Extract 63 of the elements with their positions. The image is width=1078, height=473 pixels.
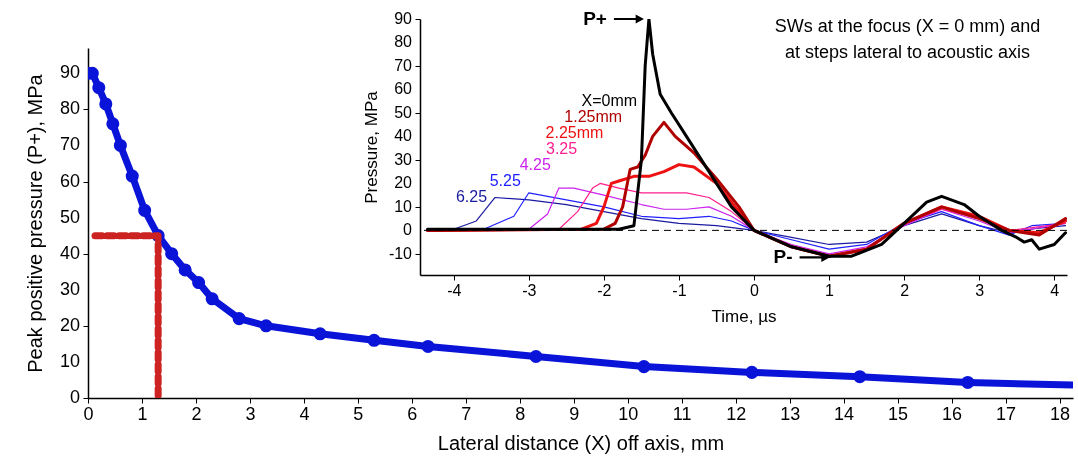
- y-tick-label: -10: [388, 244, 413, 262]
- y-tick-label: 20: [59, 314, 80, 335]
- y-axis-title: Pressure, MPa: [362, 90, 382, 204]
- y-tick-label: 20: [394, 174, 413, 192]
- series-label: X=0mm: [581, 92, 638, 109]
- x-tick-label: 1: [137, 403, 148, 424]
- y-tick-label: 30: [59, 278, 80, 299]
- y-tick-label: 50: [394, 103, 413, 121]
- x-tick-label: 14: [834, 403, 855, 424]
- x-tick-label: -3: [522, 281, 537, 299]
- x-tick-label: 4: [299, 403, 310, 424]
- x-tick-label: 10: [618, 403, 639, 424]
- x-tick-label: 7: [461, 403, 472, 424]
- y-tick-label: 70: [394, 56, 413, 74]
- y-tick-label: 0: [403, 221, 413, 239]
- x-tick-label: 17: [996, 403, 1017, 424]
- x-axis-title: Lateral distance (X) off axis, mm: [437, 431, 725, 454]
- annotation: P-: [773, 246, 793, 268]
- x-tick-label: 0: [750, 281, 760, 299]
- text: SWs at the focus (X = 0 mm) and at steps lateral to acoustic axis: [774, 16, 1041, 62]
- y-axis-title: Peak positive pressure (P+), MPa: [24, 73, 47, 373]
- y-tick-label: 80: [394, 33, 413, 51]
- x-tick-label: 6: [407, 403, 418, 424]
- y-tick-label: 90: [59, 62, 80, 83]
- x-tick-label: -4: [447, 281, 462, 299]
- x-tick-label: 8: [515, 403, 526, 424]
- x-tick-label: 9: [569, 403, 580, 424]
- series-label: 6.25: [455, 188, 488, 205]
- x-axis-title: Time, µs: [711, 306, 777, 326]
- x-tick-label: 5: [353, 403, 364, 424]
- y-tick-label: 50: [59, 206, 80, 227]
- x-tick-label: 0: [83, 403, 94, 424]
- y-tick-label: 70: [59, 134, 80, 155]
- x-tick-label: 11: [672, 403, 692, 424]
- y-tick-label: 40: [59, 242, 80, 263]
- x-tick-label: 2: [900, 281, 910, 299]
- x-tick-label: 15: [888, 403, 909, 424]
- annotation: P+: [583, 8, 607, 29]
- y-tick-label: 60: [394, 80, 413, 98]
- y-tick-label: 0: [69, 387, 80, 407]
- x-tick-label: 13: [780, 403, 801, 424]
- x-tick-label: 1: [825, 281, 835, 299]
- x-tick-label: 3: [975, 281, 985, 299]
- x-tick-label: -2: [597, 281, 612, 299]
- y-tick-label: 10: [394, 197, 413, 215]
- x-tick-label: 3: [245, 403, 256, 424]
- x-tick-label: 18: [1049, 403, 1071, 424]
- y-tick-label: 80: [59, 98, 80, 119]
- y-tick-label: 40: [394, 127, 413, 145]
- x-tick-label: 4: [1050, 281, 1060, 299]
- text: 3.25: [545, 140, 578, 157]
- y-tick-label: 10: [59, 350, 80, 371]
- y-tick-label: 60: [59, 170, 80, 191]
- text: 1.25mm: [564, 108, 623, 125]
- y-tick-label: 30: [394, 150, 413, 168]
- text: 2.25mm: [545, 124, 604, 141]
- x-tick-label: 2: [191, 403, 202, 424]
- x-tick-label: 16: [942, 403, 963, 424]
- series-label: 4.25: [519, 156, 551, 173]
- series-label: 5.25: [489, 172, 521, 189]
- y-tick-label: 90: [394, 10, 413, 27]
- x-tick-label: 12: [726, 403, 747, 424]
- x-tick-label: -1: [672, 281, 687, 299]
